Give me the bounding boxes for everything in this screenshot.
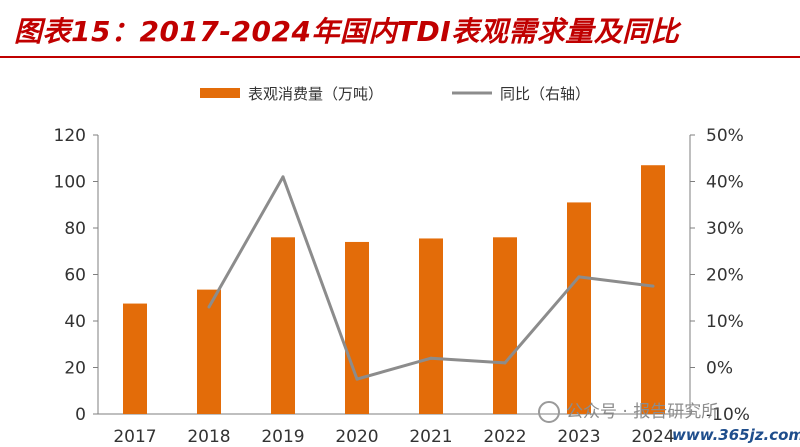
x-tick-label: 2018 <box>187 427 230 447</box>
bar <box>641 165 665 414</box>
y-tick-label-left: 100 <box>54 173 86 193</box>
y-tick-label-left: 0 <box>75 405 86 425</box>
chart: 表观消费量（万吨） 同比（右轴） 0 20 40 60 80 100 120 -10% 0% 10% 2… <box>54 85 750 447</box>
y-tick-label-right: 30% <box>706 219 744 239</box>
legend-label-line: 同比（右轴） <box>500 85 590 103</box>
bar <box>493 237 517 414</box>
yoy-point <box>429 356 433 360</box>
yoy-point <box>355 377 359 381</box>
y-tick-label-right: -10% <box>706 405 750 425</box>
x-tick-label: 2019 <box>261 427 304 447</box>
legend-swatch-bar <box>200 88 240 98</box>
wechat-icon <box>538 401 560 423</box>
bar <box>123 303 147 414</box>
y-tick-label-left: 80 <box>64 219 86 239</box>
yoy-point <box>503 361 507 365</box>
bar <box>345 241 369 414</box>
title-bar: 图表15：2017-2024年国内TDI表观需求量及同比 <box>0 0 800 58</box>
y-tick-label-left: 20 <box>64 359 86 379</box>
y-tick-label-left: 40 <box>64 312 86 332</box>
y-tick-label-right: 0% <box>706 359 733 379</box>
x-tick-label: 2022 <box>483 427 526 447</box>
bar <box>271 237 295 414</box>
bar <box>197 289 221 414</box>
x-tick-label: 2024 <box>631 427 674 447</box>
yoy-point <box>281 175 285 179</box>
bar <box>419 238 443 414</box>
y-tick-label-left: 120 <box>54 126 86 146</box>
x-tick-label: 2017 <box>113 427 156 447</box>
x-tick-label: 2020 <box>335 427 378 447</box>
y-tick-label-right: 50% <box>706 126 744 146</box>
y-tick-label-right: 10% <box>706 312 744 332</box>
yoy-point <box>651 284 655 288</box>
legend-label-bar: 表观消费量（万吨） <box>248 85 383 103</box>
site-watermark: www.365jz.com <box>672 426 800 444</box>
y-tick-label-left: 60 <box>64 266 86 286</box>
yoy-point <box>577 275 581 279</box>
x-tick-label: 2023 <box>557 427 600 447</box>
yoy-point <box>207 305 211 309</box>
bar <box>567 202 591 414</box>
y-tick-label-right: 20% <box>706 266 744 286</box>
y-tick-label-right: 40% <box>706 173 744 193</box>
chart-title: 图表15：2017-2024年国内TDI表观需求量及同比 <box>14 15 680 48</box>
watermark-text: 公众号 · 报告研究所 <box>566 402 719 422</box>
watermark: 公众号 · 报告研究所 <box>538 397 718 423</box>
x-tick-label: 2021 <box>409 427 452 447</box>
